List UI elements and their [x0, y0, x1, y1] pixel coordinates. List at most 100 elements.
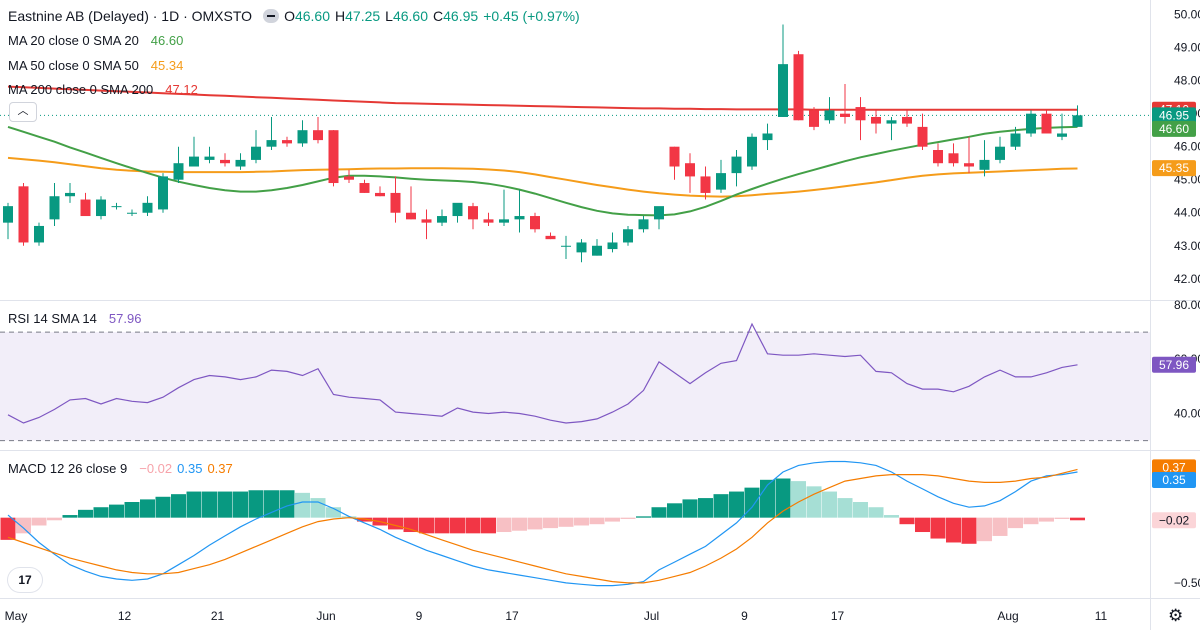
- price-tick-label: 49.00: [1174, 41, 1200, 55]
- macd-histogram-bar: [465, 517, 481, 534]
- candle: [530, 212, 540, 233]
- macd-histogram-bar: [310, 498, 326, 518]
- time-tick-label: Jun: [316, 609, 335, 623]
- macd-value-badge: 0.35: [1152, 471, 1196, 488]
- rsi-tick-label: 40.00: [1174, 406, 1200, 420]
- candle: [483, 212, 494, 226]
- candle-body: [127, 212, 137, 214]
- candle-body: [80, 199, 91, 217]
- candle: [964, 136, 974, 174]
- chevron-up-icon[interactable]: ︿: [9, 102, 37, 122]
- macd-histogram-bar: [868, 507, 884, 518]
- macd-signal-value: 0.37: [207, 461, 233, 476]
- candle: [1026, 110, 1036, 137]
- candle-body: [840, 113, 850, 117]
- candle: [437, 209, 447, 226]
- macd-histogram-bar: [140, 499, 155, 518]
- candle: [235, 153, 246, 170]
- ma20-legend[interactable]: MA 20 close 0 SMA 20 46.60: [8, 33, 188, 48]
- macd-histogram-bar: [295, 492, 310, 518]
- candle-body: [1026, 113, 1036, 134]
- candle: [685, 153, 695, 193]
- candle-body: [886, 120, 897, 124]
- candle: [1072, 105, 1083, 127]
- last-price-badge: 46.95: [1152, 107, 1196, 124]
- candle: [886, 116, 897, 141]
- candle-body: [204, 156, 215, 160]
- ma200-legend[interactable]: MA 200 close 0 SMA 200 47.12: [8, 82, 203, 97]
- candle: [669, 146, 680, 180]
- candle-body: [49, 196, 60, 220]
- macd-histogram-bar: [1008, 517, 1023, 529]
- gear-icon[interactable]: ⚙: [1168, 606, 1184, 625]
- candle: [251, 130, 261, 164]
- macd-histogram-bar: [512, 517, 527, 531]
- ma50-legend[interactable]: MA 50 close 0 SMA 50 45.34: [8, 58, 188, 73]
- candle: [948, 143, 959, 167]
- candle: [871, 110, 881, 134]
- minus-icon[interactable]: [263, 9, 280, 23]
- candle: [406, 186, 416, 220]
- candle-body: [545, 235, 556, 240]
- candle: [545, 232, 556, 240]
- candle: [375, 186, 385, 197]
- macd-histogram-bar: [248, 490, 264, 518]
- candle-body: [313, 130, 323, 141]
- candle-body: [762, 133, 773, 141]
- macd-histogram-bar: [791, 481, 806, 518]
- candle: [127, 209, 137, 217]
- rsi-band: [0, 332, 1150, 441]
- ma20-value: 46.60: [150, 33, 184, 48]
- rsi-legend[interactable]: RSI 14 SMA 14 57.96: [8, 311, 146, 326]
- candle: [747, 133, 757, 170]
- candle: [189, 136, 199, 167]
- macd-histogram-bar: [16, 517, 31, 534]
- candle: [452, 202, 463, 223]
- signal-line: [7, 468, 1078, 584]
- rsi-value: 57.96: [108, 311, 142, 326]
- macd-histogram-bar: [853, 502, 868, 518]
- candle-body: [158, 176, 168, 210]
- macd-legend[interactable]: MACD 12 26 close 9 −0.02 0.35 0.37: [8, 461, 238, 476]
- candle-body: [65, 192, 75, 197]
- candle-body: [964, 163, 974, 167]
- candle: [561, 235, 571, 259]
- high-value: 47.25: [345, 8, 381, 24]
- candle: [297, 120, 308, 147]
- candle: [902, 110, 912, 127]
- candle-body: [375, 192, 385, 197]
- macd-histogram-bar: [419, 517, 434, 534]
- macd-histogram-bar: [713, 494, 729, 518]
- candle-body: [809, 110, 819, 127]
- candle: [716, 159, 726, 193]
- candle-body: [778, 64, 788, 117]
- sma20-line: [7, 125, 1078, 217]
- macd-histogram-bar: [279, 490, 295, 518]
- tradingview-logo-icon[interactable]: 17: [8, 568, 42, 592]
- candle-body: [948, 153, 959, 164]
- macd-histogram-bar: [620, 517, 636, 519]
- candle-body: [173, 163, 184, 180]
- candle: [700, 166, 711, 200]
- ma200-label: MA 200 close 0 SMA 200: [8, 82, 154, 97]
- symbol-header[interactable]: Eastnine AB (Delayed) · 1D · OMXSTO O 46…: [8, 8, 585, 24]
- candle-body: [871, 116, 881, 124]
- ma20-label: MA 20 close 0 SMA 20: [8, 33, 139, 48]
- candle: [762, 123, 773, 150]
- close-value: 46.95: [443, 8, 479, 24]
- macd-line: [7, 460, 1078, 587]
- signal-value-badge-text: 0.37: [1162, 460, 1186, 474]
- time-tick-label: 17: [505, 609, 519, 623]
- macd-histogram-bar: [434, 517, 450, 534]
- candle: [623, 225, 633, 246]
- macd-histogram-bar: [558, 517, 574, 527]
- candle-body: [437, 216, 447, 223]
- macd-histogram-bar: [636, 516, 651, 518]
- price-tick-label: 50.00: [1174, 8, 1200, 22]
- candle: [933, 143, 943, 167]
- macd-histogram-bar: [357, 517, 372, 522]
- macd-histogram-bar: [388, 517, 403, 530]
- candle: [80, 192, 91, 217]
- candle-body: [623, 229, 633, 243]
